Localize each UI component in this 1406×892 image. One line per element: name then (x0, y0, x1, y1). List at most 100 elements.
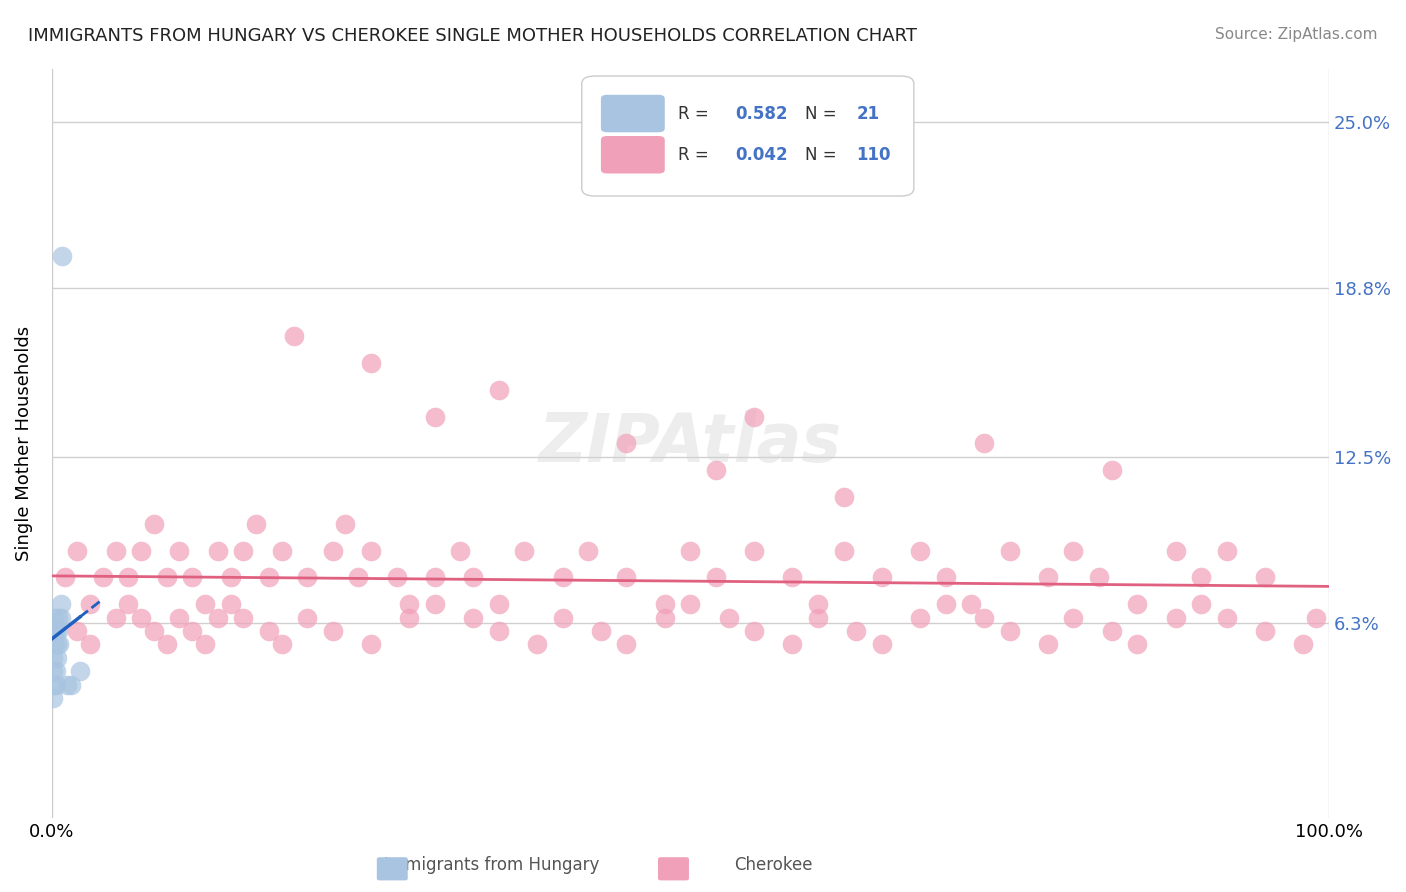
Point (488, 383, 510, 397)
Point (257, 624, 280, 638)
Point (49, 610, 72, 624)
Point (1189, 597, 1212, 611)
Point (679, 597, 702, 611)
Point (44, 677, 66, 691)
Point (449, 543, 471, 558)
Point (79, 637, 101, 651)
Point (1062, 610, 1084, 624)
Point (322, 624, 344, 638)
Text: R =: R = (678, 104, 709, 122)
Point (104, 610, 127, 624)
Point (257, 570, 280, 584)
Point (169, 610, 191, 624)
Point (589, 624, 612, 638)
Point (463, 570, 485, 584)
Point (423, 597, 446, 611)
Point (935, 597, 957, 611)
Point (616, 436, 638, 450)
Point (360, 543, 382, 558)
Point (654, 597, 676, 611)
Point (45, 664, 67, 678)
Point (53, 570, 76, 584)
Point (129, 543, 152, 558)
Point (1164, 610, 1187, 624)
Point (45, 637, 67, 651)
Point (832, 543, 855, 558)
Text: Source: ZipAtlas.com: Source: ZipAtlas.com (1215, 27, 1378, 42)
Point (142, 624, 165, 638)
Point (322, 543, 344, 558)
Point (69, 664, 91, 678)
Text: N =: N = (806, 145, 837, 164)
Point (1126, 637, 1149, 651)
Point (51, 249, 73, 263)
Point (998, 624, 1021, 638)
Point (129, 610, 152, 624)
Point (283, 329, 305, 343)
Text: N =: N = (806, 104, 837, 122)
Point (79, 597, 101, 611)
Point (1215, 610, 1237, 624)
Point (232, 543, 254, 558)
Text: 0.042: 0.042 (735, 145, 787, 164)
Text: 21: 21 (856, 104, 880, 122)
Point (295, 610, 318, 624)
Point (717, 610, 740, 624)
Point (782, 570, 804, 584)
Point (1036, 570, 1059, 584)
Point (335, 516, 357, 531)
Point (295, 570, 318, 584)
Point (219, 570, 242, 584)
Point (1189, 570, 1212, 584)
Point (207, 543, 229, 558)
Point (908, 543, 931, 558)
Point (42, 664, 65, 678)
Point (66, 624, 89, 638)
Point (398, 597, 420, 611)
Point (46, 610, 69, 624)
Point (845, 624, 868, 638)
Point (44, 610, 66, 624)
Point (1305, 610, 1327, 624)
Point (1088, 570, 1111, 584)
Point (347, 570, 370, 584)
Point (1164, 543, 1187, 558)
Point (1126, 597, 1149, 611)
Point (245, 516, 267, 531)
Point (1215, 543, 1237, 558)
Point (181, 624, 204, 638)
Point (44, 637, 66, 651)
Point (807, 597, 830, 611)
Point (742, 409, 765, 424)
Point (423, 409, 446, 424)
Point (807, 610, 830, 624)
Point (270, 637, 292, 651)
Text: ZIPAtlas: ZIPAtlas (538, 410, 842, 476)
Point (398, 610, 420, 624)
Point (782, 637, 804, 651)
Point (207, 610, 229, 624)
Point (551, 570, 574, 584)
Point (704, 463, 727, 477)
Point (1101, 624, 1123, 638)
Point (488, 624, 510, 638)
Point (117, 597, 139, 611)
FancyBboxPatch shape (582, 76, 914, 196)
Point (704, 570, 727, 584)
Point (42, 690, 65, 705)
Point (48, 637, 70, 651)
Point (551, 610, 574, 624)
Point (1254, 624, 1277, 638)
Point (870, 637, 893, 651)
Point (219, 597, 242, 611)
Point (142, 516, 165, 531)
Point (463, 610, 485, 624)
Point (654, 610, 676, 624)
Point (576, 543, 599, 558)
Point (45, 650, 67, 665)
Point (169, 543, 191, 558)
Point (232, 610, 254, 624)
Point (832, 490, 855, 504)
Point (513, 543, 536, 558)
Point (742, 543, 765, 558)
